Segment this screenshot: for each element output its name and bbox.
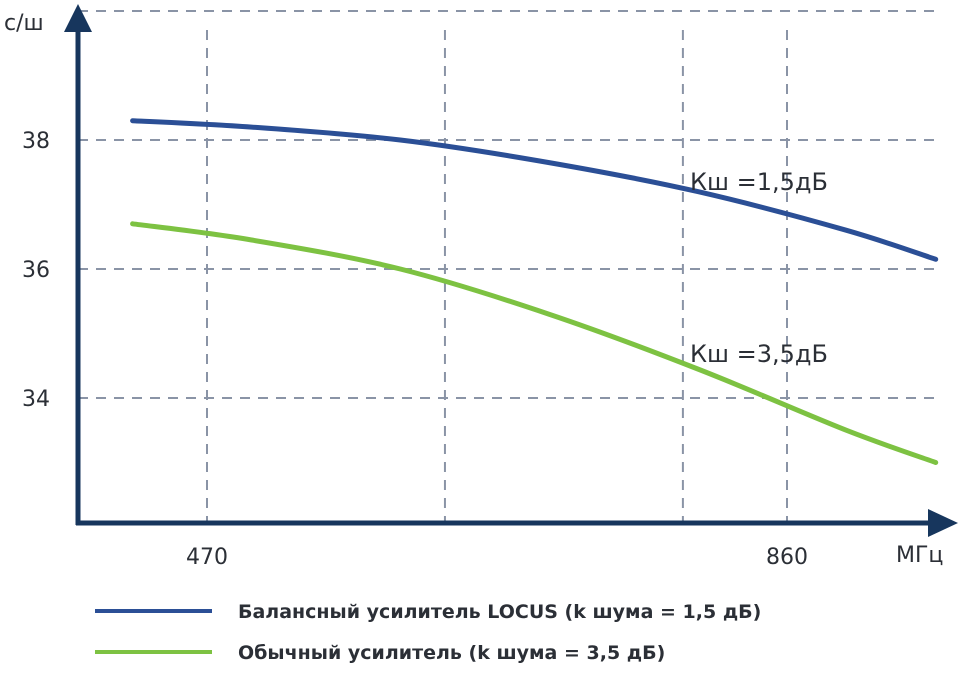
series-line-1 <box>130 118 939 262</box>
y-tick-label: 36 <box>22 258 50 283</box>
legend-label-series-2: Обычный усилитель (k шума = 3,5 дБ) <box>238 642 665 664</box>
y-tick-label: 34 <box>22 387 50 412</box>
y-axis-arrow <box>64 4 92 32</box>
series <box>130 118 939 465</box>
x-tick-label: 860 <box>766 545 808 570</box>
series-line-2 <box>130 221 939 465</box>
legend-label-series-1: Балансный усилитель LOCUS (k шума = 1,5 … <box>238 601 761 623</box>
legend: Балансный усилитель LOCUS (k шума = 1,5 … <box>95 601 761 664</box>
annotation-series-1: Кш =1,5дБ <box>690 168 828 196</box>
tick-labels: 34 36 38 470 860 <box>22 129 808 570</box>
x-axis-arrow <box>928 509 958 537</box>
x-axis-title: МГц <box>896 543 943 568</box>
y-axis-title: с/ш <box>4 11 44 36</box>
annotation-series-2: Кш =3,5дБ <box>690 340 828 368</box>
axes <box>64 4 958 537</box>
x-tick-label: 470 <box>186 545 228 570</box>
grid <box>78 10 935 523</box>
y-tick-label: 38 <box>22 129 50 154</box>
